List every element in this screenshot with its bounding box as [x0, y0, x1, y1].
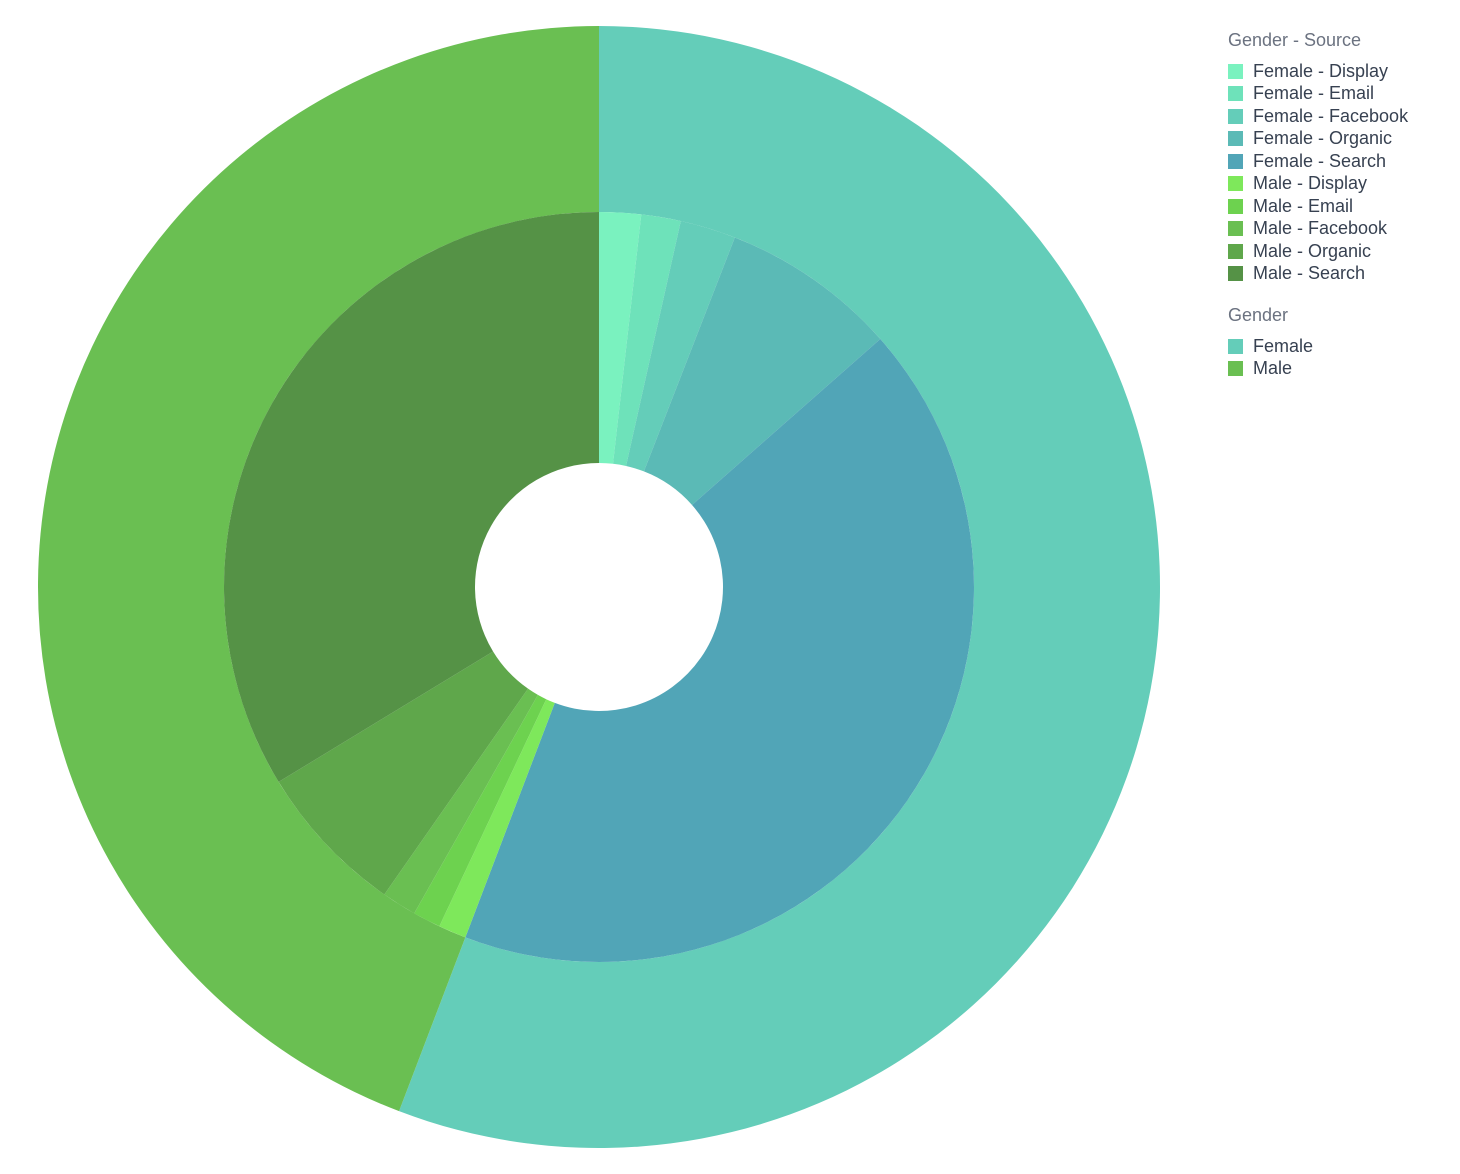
- legend-label: Female - Organic: [1253, 128, 1393, 149]
- legend-swatch: [1228, 176, 1243, 192]
- legend-label: Male - Email: [1253, 195, 1354, 216]
- legend-label: Female: [1253, 335, 1314, 356]
- legend-title-gender: Gender: [1228, 305, 1289, 325]
- inner-slice-female-organic[interactable]: [643, 237, 881, 505]
- legend-label: Male - Display: [1253, 173, 1368, 194]
- legend-swatch: [1228, 131, 1243, 147]
- inner-ring: [223, 212, 974, 962]
- legend-swatch: [1228, 266, 1243, 282]
- legend-item-female-search[interactable]: Female - Search: [1228, 150, 1456, 173]
- inner-slice-male-facebook[interactable]: [384, 688, 538, 914]
- inner-slice-male-search[interactable]: [223, 212, 599, 782]
- legend-items-gender: Female Male: [1228, 335, 1456, 380]
- legend-item-male-organic[interactable]: Male - Organic: [1228, 240, 1456, 263]
- legend-swatch: [1228, 338, 1243, 354]
- legend-swatch: [1228, 198, 1243, 214]
- inner-slice-female-search[interactable]: [465, 339, 974, 962]
- legend-swatch: [1228, 243, 1243, 259]
- legend-label: Male - Search: [1253, 263, 1366, 284]
- inner-slice-female-display[interactable]: [599, 212, 642, 464]
- legend-group-gender-source: Gender - Source Female - Display Female -…: [1228, 28, 1456, 285]
- outer-slice-male[interactable]: [38, 26, 600, 1112]
- legend-label: Male: [1253, 358, 1293, 379]
- legend-item-male-display[interactable]: Male - Display: [1228, 173, 1456, 196]
- legend-item-female[interactable]: Female: [1228, 335, 1456, 358]
- legend-item-female-display[interactable]: Female - Display: [1228, 60, 1456, 83]
- legend-item-male[interactable]: Male: [1228, 358, 1456, 381]
- legend-title-gender-source: Gender - Source: [1228, 30, 1362, 50]
- legend-label: Male - Facebook: [1253, 218, 1388, 239]
- legend-label: Female - Display: [1253, 60, 1389, 81]
- outer-slice-female[interactable]: [399, 26, 1161, 1148]
- legend-items-gender-source: Female - Display Female - Email Female - F…: [1228, 60, 1456, 285]
- legend-label: Female - Facebook: [1253, 105, 1409, 126]
- legend-swatch: [1228, 108, 1243, 124]
- legend-swatch: [1228, 153, 1243, 169]
- legend-item-female-organic[interactable]: Female - Organic: [1228, 128, 1456, 151]
- legend-label: Male - Organic: [1253, 240, 1372, 261]
- legend-item-female-email[interactable]: Female - Email: [1228, 83, 1456, 106]
- legend-swatch: [1228, 361, 1243, 377]
- legend-swatch: [1228, 63, 1243, 79]
- inner-slice-male-display[interactable]: [439, 699, 555, 938]
- legend-item-male-search[interactable]: Male - Search: [1228, 263, 1456, 286]
- legend-item-female-facebook[interactable]: Female - Facebook: [1228, 105, 1456, 128]
- legend-swatch: [1228, 221, 1243, 237]
- inner-slice-male-email[interactable]: [414, 694, 547, 927]
- legend-label: Female - Search: [1253, 150, 1387, 171]
- legend-label: Female - Email: [1253, 83, 1375, 104]
- inner-slice-female-facebook[interactable]: [626, 221, 735, 472]
- legend-item-male-email[interactable]: Male - Email: [1228, 195, 1456, 218]
- legend-item-male-facebook[interactable]: Male - Facebook: [1228, 218, 1456, 241]
- outer-ring: [38, 26, 1161, 1148]
- inner-slice-male-organic[interactable]: [278, 651, 529, 895]
- inner-slice-female-email[interactable]: [612, 214, 681, 466]
- legend: Gender - Source Female - Display Female -…: [1228, 28, 1456, 398]
- legend-group-gender: Gender Female Male: [1228, 303, 1456, 380]
- legend-swatch: [1228, 86, 1243, 102]
